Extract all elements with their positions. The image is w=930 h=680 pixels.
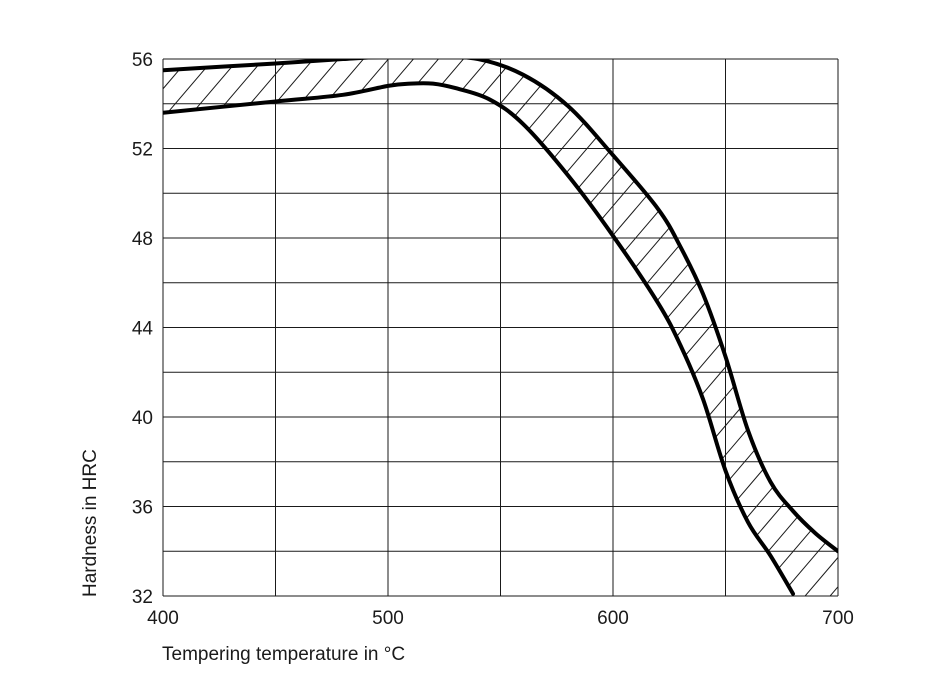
hatch-line <box>512 59 838 596</box>
hatch-line <box>287 59 838 596</box>
hatch-line <box>212 59 838 596</box>
y-tick-label: 32 <box>132 587 153 608</box>
hatch-line <box>587 59 838 596</box>
hatch-line <box>337 59 838 596</box>
y-tick-label: 40 <box>132 408 153 429</box>
x-tick-label: 400 <box>147 608 179 629</box>
hatch-line <box>163 59 773 596</box>
hatch-line <box>888 0 930 616</box>
curve-upper <box>163 59 838 554</box>
curves <box>163 59 838 596</box>
hatch-line <box>462 59 838 596</box>
hatch-line <box>163 59 748 596</box>
grid <box>162 58 839 597</box>
hatch-line <box>163 59 448 596</box>
hatch-line <box>712 59 838 596</box>
hatch-line <box>837 59 838 596</box>
hatch-line <box>163 59 838 596</box>
hatch-line <box>163 59 838 596</box>
y-axis-label: Hardness in HRC <box>80 449 101 597</box>
hatch-line <box>163 59 838 596</box>
hatch-line <box>163 59 473 596</box>
hatch-line <box>762 59 838 596</box>
hatch-line <box>812 59 838 596</box>
hatch-line <box>163 59 798 596</box>
tick-labels: 400 500 600 700 32 36 40 44 48 52 56 <box>132 50 854 629</box>
hatch-line <box>662 59 838 596</box>
hatch-line <box>637 59 838 596</box>
y-tick-label: 56 <box>132 50 153 71</box>
hatch-line <box>787 59 838 596</box>
hatch-line <box>163 59 838 596</box>
hatch-line <box>537 59 838 596</box>
hatch-line <box>863 0 930 616</box>
hatch-line <box>163 59 498 596</box>
x-tick-label: 500 <box>372 608 404 629</box>
hatch-line <box>437 59 838 596</box>
hatch-line <box>163 59 838 596</box>
hatch-line <box>312 59 838 596</box>
hatch-line <box>163 59 348 596</box>
hatch-line <box>163 59 373 596</box>
curve-lower <box>163 81 795 596</box>
y-tick-label: 52 <box>132 140 153 161</box>
y-tick-label: 36 <box>132 498 153 519</box>
hatch-line <box>237 59 838 596</box>
y-tick-label: 44 <box>132 319 154 340</box>
hatch-line <box>362 59 838 596</box>
y-tick-label: 48 <box>132 229 153 250</box>
x-tick-label: 700 <box>822 608 854 629</box>
hatch-line <box>187 59 838 596</box>
hatch-line <box>163 59 398 596</box>
x-tick-label: 600 <box>597 608 629 629</box>
hatch-line <box>163 59 523 596</box>
hatch-line <box>412 59 838 596</box>
hatch-line <box>913 0 930 616</box>
hatch-line <box>687 59 838 596</box>
hatch-line <box>163 59 823 596</box>
x-axis-label: Tempering temperature in °C <box>162 644 405 665</box>
